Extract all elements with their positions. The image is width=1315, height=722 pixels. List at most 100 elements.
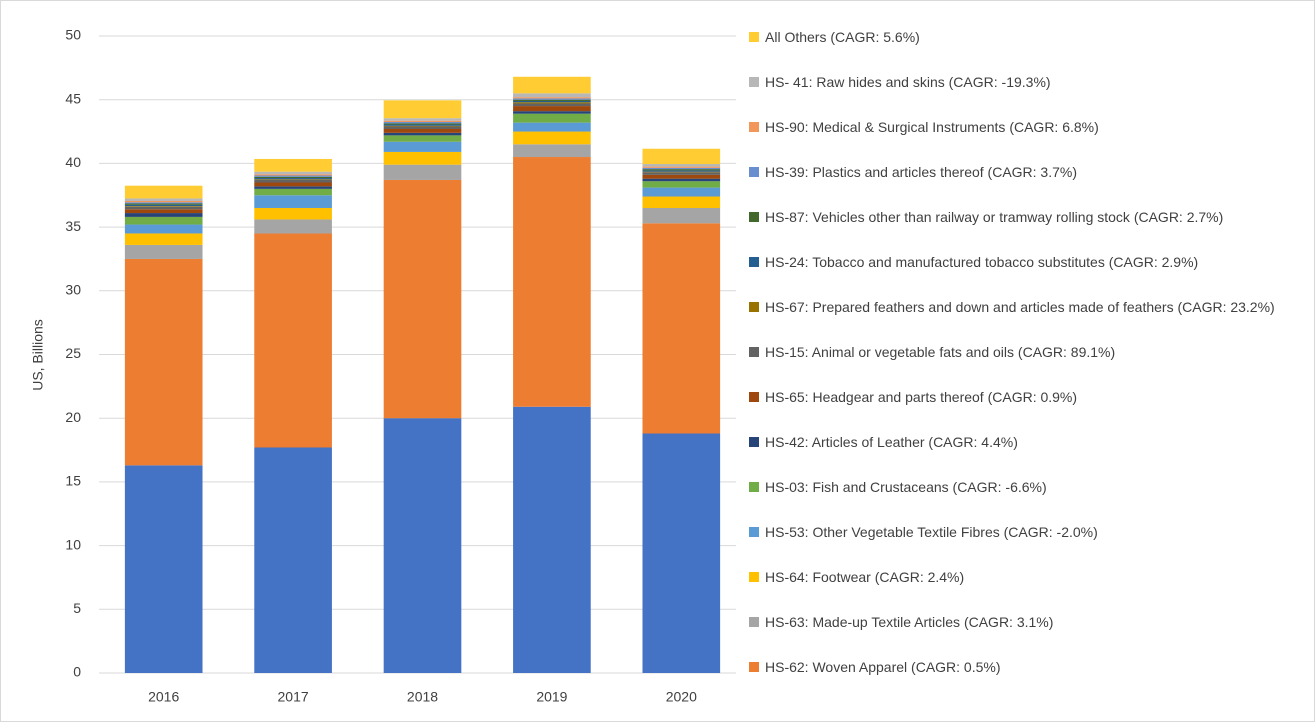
bar-segment — [254, 188, 332, 196]
x-tick-label: 2017 — [278, 689, 309, 705]
bar-segment — [254, 174, 332, 176]
bar-segment — [513, 100, 591, 103]
bar-segment — [254, 171, 332, 175]
legend-label: HS-53: Other Vegetable Textile Fibres (C… — [765, 524, 1098, 540]
legend-swatch — [749, 572, 759, 582]
bar-segment — [642, 174, 721, 179]
bar-segment — [254, 186, 332, 189]
legend-label: HS-64: Footwear (CAGR: 2.4%) — [765, 569, 965, 585]
bar-segment — [254, 182, 332, 187]
y-tick-label: 50 — [65, 27, 81, 43]
bar-segment — [124, 198, 203, 201]
bar-segment — [642, 207, 721, 224]
y-tick-label: 35 — [65, 218, 81, 234]
legend-swatch — [749, 32, 759, 42]
legend-entry: HS-53: Other Vegetable Textile Fibres (C… — [749, 520, 1294, 545]
legend-label: HS-39: Plastics and articles thereof (CA… — [765, 164, 1078, 180]
bar-segment — [513, 106, 591, 112]
legend-entry: HS-42: Articles of Leather (CAGR: 4.4%) — [749, 430, 1294, 455]
bar-segment — [124, 224, 203, 234]
legend-entry: HS-62: Woven Apparel (CAGR: 0.5%) — [749, 655, 1294, 680]
legend-label: All Others (CAGR: 5.6%) — [765, 29, 920, 45]
legend-swatch — [749, 617, 759, 627]
y-tick-label: 10 — [65, 536, 81, 552]
legend-entry: HS-15: Animal or vegetable fats and oils… — [749, 340, 1294, 365]
x-tick-label: 2019 — [536, 689, 567, 705]
bar-segment — [254, 158, 332, 172]
legend-entry: HS-87: Vehicles other than railway or tr… — [749, 205, 1294, 230]
bar-segment — [513, 111, 591, 114]
bar-segment — [513, 406, 591, 673]
legend-label: HS-67: Prepared feathers and down and ar… — [765, 299, 1275, 315]
bar-segment — [383, 124, 462, 126]
y-tick-label: 45 — [65, 90, 81, 106]
legend-entry: HS-67: Prepared feathers and down and ar… — [749, 295, 1294, 320]
bar-segment — [124, 213, 203, 217]
y-tick-label: 30 — [65, 282, 81, 298]
bar-segment — [642, 223, 721, 434]
bar-segment — [642, 166, 721, 168]
y-tick-label: 5 — [73, 600, 81, 616]
legend-entry: HS-90: Medical & Surgical Instruments (C… — [749, 115, 1294, 140]
bar-segment — [642, 187, 721, 197]
bar-segment — [642, 170, 721, 172]
bar-segment — [642, 433, 721, 673]
legend-label: HS-62: Woven Apparel (CAGR: 0.5%) — [765, 659, 1001, 675]
bar-segment — [383, 164, 462, 180]
legend-swatch — [749, 482, 759, 492]
bar-segment — [383, 125, 462, 127]
y-tick-label: 20 — [65, 409, 81, 425]
bar-segment — [383, 121, 462, 124]
bar-segment — [383, 118, 462, 121]
bar-segment — [513, 157, 591, 407]
legend-entry: HS-03: Fish and Crustaceans (CAGR: -6.6%… — [749, 475, 1294, 500]
bar-segment — [124, 185, 203, 199]
x-tick-label: 2020 — [666, 689, 697, 705]
legend-label: HS-42: Articles of Leather (CAGR: 4.4%) — [765, 434, 1018, 450]
legend-swatch — [749, 167, 759, 177]
chart: US, Billions 0 5 10 15 20 25 30 35 40 45 50 2016 201… — [30, 27, 736, 705]
bar-segment — [642, 171, 721, 173]
bar-segment — [513, 76, 591, 94]
bar-segment — [254, 179, 332, 183]
bar-segment — [124, 203, 203, 205]
bar-segment — [383, 141, 462, 152]
bar-segment — [254, 175, 332, 177]
bar-segment — [254, 179, 332, 180]
bar-segment — [642, 196, 721, 208]
legend-swatch — [749, 302, 759, 312]
legend-entry: HS-63: Made-up Textile Articles (CAGR: 3… — [749, 610, 1294, 635]
bar-segment — [642, 172, 721, 175]
bar-segment — [383, 126, 462, 130]
legend-swatch — [749, 392, 759, 402]
bar-segment — [254, 233, 332, 448]
legend-entry: HS-39: Plastics and articles thereof (CA… — [749, 160, 1294, 185]
bar-segment — [383, 123, 462, 125]
bar-segment — [124, 206, 203, 207]
legend-swatch — [749, 662, 759, 672]
legend-label: HS-24: Tobacco and manufactured tobacco … — [765, 254, 1199, 270]
bar-segment — [124, 202, 203, 204]
bar-segment — [383, 135, 462, 142]
bar-segment — [254, 207, 332, 220]
legend-label: HS- 41: Raw hides and skins (CAGR: -19.3… — [765, 74, 1051, 90]
bar-segment — [383, 120, 462, 122]
bar-segment — [642, 167, 721, 170]
y-tick-label: 25 — [65, 345, 81, 361]
bar-segment — [124, 465, 203, 673]
legend-entry: HS-24: Tobacco and manufactured tobacco … — [749, 250, 1294, 275]
legend-label: HS-63: Made-up Textile Articles (CAGR: 3… — [765, 614, 1054, 630]
bar-segment — [254, 195, 332, 208]
bar-segment — [642, 148, 721, 165]
y-tick-label: 15 — [65, 473, 81, 489]
bar-segment — [124, 200, 203, 203]
bar-segment — [642, 178, 721, 182]
bar-segment — [513, 93, 591, 98]
bar-segment — [513, 144, 591, 158]
bar-segment — [383, 132, 462, 136]
y-tick-label: 0 — [73, 664, 81, 680]
legend-label: HS-90: Medical & Surgical Instruments (C… — [765, 119, 1099, 135]
bar-segment — [124, 204, 203, 207]
bar-segment — [124, 244, 203, 259]
